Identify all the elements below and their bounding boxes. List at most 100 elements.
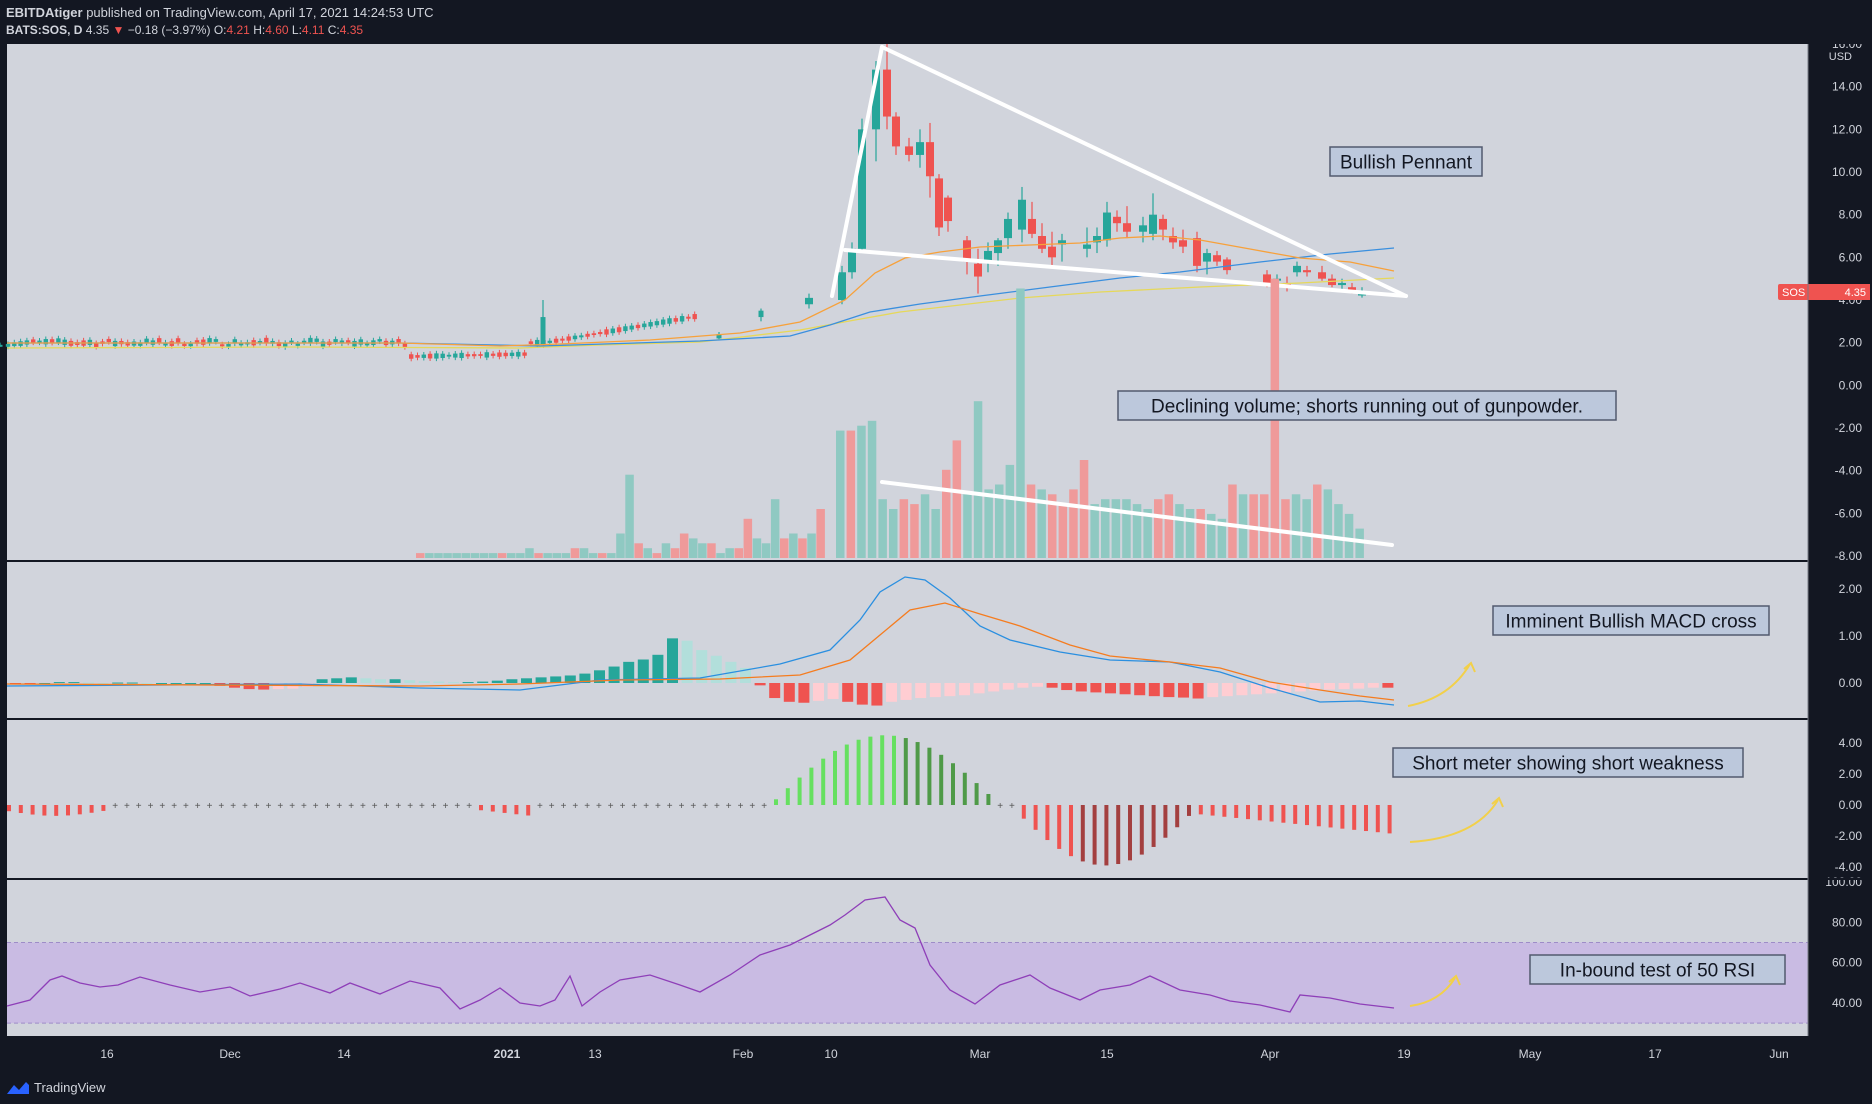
volume-bar: [461, 553, 470, 558]
volume-bar: [942, 469, 951, 558]
time-axis-label: 17: [1648, 1047, 1662, 1061]
volume-bar: [652, 553, 662, 558]
meter-cross-mark: +: [266, 801, 272, 812]
early-candle-body: [572, 335, 578, 340]
early-candle-body: [654, 321, 660, 326]
early-candle-body: [440, 353, 445, 358]
symbol-name[interactable]: BATS:SOS, D: [6, 23, 83, 37]
volume-bar: [670, 548, 680, 558]
early-candle-body: [566, 336, 571, 341]
volume-bar: [1334, 504, 1343, 558]
meter-cross-mark: +: [419, 801, 425, 812]
meter-cross-mark: +: [679, 801, 685, 812]
early-candle-body: [226, 344, 231, 347]
volume-bar: [1132, 504, 1142, 558]
macd-hist-bar: [988, 683, 1000, 692]
volume-bar: [525, 548, 534, 558]
macd-hist-bar: [1032, 683, 1043, 687]
meter-cross-mark: +: [667, 801, 673, 812]
meter-bar: [797, 777, 802, 805]
volume-decline-line: [880, 480, 1394, 547]
volume-bar: [507, 553, 516, 558]
meter-bar: [927, 747, 932, 805]
volume-bar: [857, 425, 866, 558]
candle-body: [1348, 287, 1356, 292]
meter-bar: [30, 805, 35, 815]
early-candle-body: [629, 325, 634, 330]
candle-body: [1338, 282, 1346, 286]
time-axis-label: May: [1519, 1047, 1542, 1061]
candle-body: [1093, 236, 1101, 243]
candle-body: [1303, 270, 1311, 273]
early-candle-body: [157, 338, 162, 343]
price-tick-label: 10.00: [1832, 165, 1862, 179]
early-candle-body: [320, 341, 326, 347]
early-candle-body: [232, 339, 237, 344]
meter-bar: [868, 736, 873, 805]
candle-body: [838, 272, 846, 300]
volume-bar: [716, 553, 725, 558]
volume-bar: [443, 553, 452, 558]
meter-cross-mark: +: [159, 801, 165, 812]
annotation-macd-box: [1492, 605, 1770, 636]
price-pane: [7, 44, 1808, 560]
volume-bar: [836, 430, 845, 558]
early-candle-body: [673, 318, 678, 322]
early-candle-body: [308, 337, 313, 344]
meter-bar: [1364, 805, 1368, 832]
volume-bar: [920, 494, 930, 558]
early-candle-body: [283, 342, 288, 348]
rsi-arrow-icon-curve: [1409, 977, 1456, 1007]
macd-hist-bar: [783, 683, 795, 702]
time-axis-label: 15: [1100, 1047, 1114, 1061]
volume-bar: [1228, 484, 1237, 558]
early-candle-body: [490, 353, 496, 356]
macd-hist-bar: [404, 680, 416, 683]
meter-bar: [1116, 805, 1121, 865]
author-name[interactable]: EBITDAtiger: [6, 5, 83, 20]
meter-cross-mark: +: [112, 801, 118, 812]
macd-hist-bar: [68, 682, 80, 684]
candle-body: [1038, 236, 1046, 249]
macd-hist-bar: [112, 682, 124, 684]
low-label: L:: [291, 23, 302, 37]
rsi-tick-label: 60.00: [1832, 956, 1862, 970]
meter-cross-mark: +: [395, 801, 401, 812]
meter-bar: [1069, 805, 1073, 857]
macd-hist-bar: [199, 683, 211, 684]
volume-bar: [1122, 499, 1131, 558]
macd-hist-bar: [769, 683, 781, 699]
meter-bar: [1222, 805, 1227, 817]
volume-bar: [807, 533, 816, 558]
early-candle-body: [503, 352, 508, 357]
candle-body: [805, 297, 813, 305]
candle-body: [1263, 274, 1271, 283]
meter-cross-mark: +: [466, 801, 472, 812]
macd-hist-bar: [83, 682, 94, 684]
tradingview-brand[interactable]: TradingView: [34, 1080, 106, 1095]
macd-hist-bar: [1192, 683, 1204, 699]
macd-hist-bar: [594, 670, 605, 683]
candle-body: [1083, 244, 1091, 249]
early-candle-body: [434, 353, 439, 359]
meter-bar: [101, 805, 106, 811]
macd-hist-bar: [316, 679, 328, 683]
meter-cross-mark: +: [171, 801, 177, 812]
candle-body: [1113, 216, 1121, 224]
meter-cross-mark: +: [749, 801, 755, 812]
meter-bar: [939, 754, 944, 805]
macd-hist-bar: [856, 683, 868, 705]
open-label: O:: [213, 23, 227, 37]
meter-cross-mark: +: [348, 801, 354, 812]
meter-tick-label: 4.00: [1839, 736, 1863, 750]
meter-tick-label: -2.00: [1835, 829, 1863, 843]
meter-arrow-icon-head: [1491, 796, 1504, 808]
tradingview-logo-icon[interactable]: [6, 1080, 30, 1096]
early-candle-body: [560, 338, 565, 341]
time-axis-label: Dec: [219, 1047, 240, 1061]
high-value: 4.60: [265, 23, 289, 37]
meter-bar: [1375, 805, 1380, 833]
price-tick-label: 14.00: [1832, 80, 1862, 94]
meter-cross-mark: +: [183, 801, 189, 812]
